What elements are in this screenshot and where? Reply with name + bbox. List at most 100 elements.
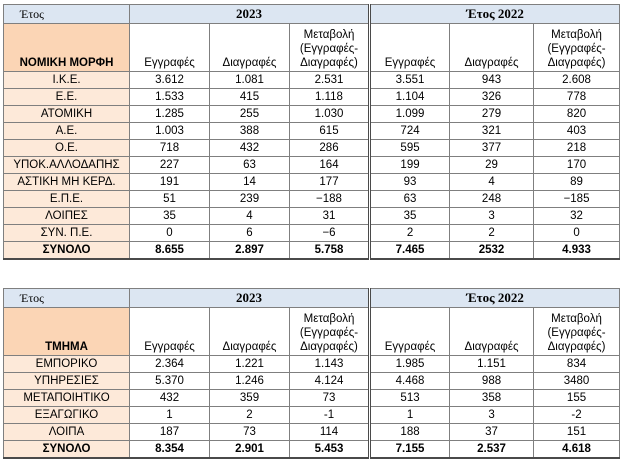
row-value: 35: [129, 207, 210, 225]
table-body: Έτος 2023 Έτος 2022 ΝΟΜΙΚΗ ΜΟΡΦΗ Εγγραφές Δια…: [3, 4, 621, 260]
row-value: 32: [533, 207, 621, 225]
total-row: ΣΥΝΟΛΟ 8.354 2.901 5.453 7.155 2.537 4.618: [3, 440, 621, 459]
row-value: 2.364: [129, 355, 210, 373]
row-value: −188: [288, 190, 371, 208]
row-value: 358: [449, 389, 535, 407]
row-name: Ε.Ε.: [3, 88, 130, 106]
column-header: Εγγραφές: [368, 307, 451, 356]
column-header: Μεταβολή (Εγγραφές-Διαγραφές): [288, 23, 371, 72]
row-name: ΕΞΑΓΩΓΙΚΟ: [3, 406, 130, 424]
column-header: Διαγραφές: [209, 307, 290, 356]
row-value: -2: [533, 406, 621, 424]
row-value: 0: [533, 224, 621, 242]
row-value: 255: [209, 105, 290, 123]
row-value: 1.151: [449, 355, 535, 373]
table-row: ΕΜΠΟΡΙΚΟ 2.364 1.221 1.143 1.985 1.151 834: [3, 355, 621, 373]
table-row: ΥΠΗΡΕΣΙΕΣ 5.370 1.246 4.124 4.468 988 3480: [3, 372, 621, 390]
row-value: 239: [209, 190, 290, 208]
column-header: Μεταβολή (Εγγραφές-Διαγραφές): [288, 307, 371, 356]
total-value: 8.354: [129, 440, 210, 459]
column-header-row: ΤΜΗΜΑ Εγγραφές Διαγραφές Μεταβολή (Εγγραφές…: [3, 307, 621, 356]
table-row: ΜΕΤΑΠΟΙΗΤΙΚΟ 432 359 73 513 358 155: [3, 389, 621, 407]
row-value: 170: [533, 156, 621, 174]
row-value: 5.370: [129, 372, 210, 390]
table-body: Έτος 2023 Έτος 2022 ΤΜΗΜΑ Εγγραφές Διαγραφές Μ…: [3, 288, 621, 459]
row-value: 2.531: [288, 71, 371, 89]
row-value: 1.104: [368, 88, 451, 106]
row-value: 31: [288, 207, 371, 225]
row-value: 177: [288, 173, 371, 191]
row-value: 834: [533, 355, 621, 373]
row-value: 286: [288, 139, 371, 157]
total-value: 7.465: [368, 241, 451, 260]
row-value: 63: [209, 156, 290, 174]
row-value: 1.030: [288, 105, 371, 123]
row-value: 1.081: [209, 71, 290, 89]
total-value: 4.933: [533, 241, 621, 260]
table-row: Ε.Π.Ε. 51 239 −188 63 248 −185: [3, 190, 621, 208]
row-value: 3: [449, 207, 535, 225]
row-value: 0: [129, 224, 210, 242]
column-header-row: ΝΟΜΙΚΗ ΜΟΡΦΗ Εγγραφές Διαγραφές Μεταβολή (Ε…: [3, 23, 621, 72]
row-value: 2: [368, 224, 451, 242]
column-header: Διαγραφές: [449, 307, 535, 356]
row-value: 595: [368, 139, 451, 157]
row-value: 988: [449, 372, 535, 390]
department-table: Έτος 2023 Έτος 2022 ΤΜΗΜΑ Εγγραφές Διαγραφές Μ…: [3, 288, 621, 459]
row-name: Α.Ε.: [3, 122, 130, 140]
row-value: 1.118: [288, 88, 371, 106]
row-name: ΣΥΝ. Π.Ε.: [3, 224, 130, 242]
total-value: 7.155: [368, 440, 451, 459]
table-row: ΕΞΑΓΩΓΙΚΟ 1 2 -1 1 3 -2: [3, 406, 621, 424]
row-value: 321: [449, 122, 535, 140]
row-value: 89: [533, 173, 621, 191]
row-value: 432: [129, 389, 210, 407]
table-row: ΑΣΤΙΚΗ ΜΗ ΚΕΡΔ. 191 14 177 93 4 89: [3, 173, 621, 191]
row-value: 248: [449, 190, 535, 208]
table-row: ΑΤΟΜΙΚΗ 1.285 255 1.030 1.099 279 820: [3, 105, 621, 123]
row-value: −185: [533, 190, 621, 208]
row-value: 4: [449, 173, 535, 191]
row-value: 2: [449, 224, 535, 242]
table-row: ΣΥΝ. Π.Ε. 0 6 −6 2 2 0: [3, 224, 621, 242]
row-value: 403: [533, 122, 621, 140]
row-value: 615: [288, 122, 371, 140]
row-name: ΕΜΠΟΡΙΚΟ: [3, 355, 130, 373]
row-name: ΥΠΟΚ.ΑΛΛΟΔΑΠΗΣ: [3, 156, 130, 174]
row-value: 3.612: [129, 71, 210, 89]
total-label: ΣΥΝΟΛΟ: [3, 440, 130, 459]
row-value: −6: [288, 224, 371, 242]
row-value: 1.003: [129, 122, 210, 140]
total-value: 5.453: [288, 440, 371, 459]
row-value: 63: [368, 190, 451, 208]
row-value: 73: [288, 389, 371, 407]
row-value: 3480: [533, 372, 621, 390]
row-name: ΥΠΗΡΕΣΙΕΣ: [3, 372, 130, 390]
row-value: 326: [449, 88, 535, 106]
row-value: 778: [533, 88, 621, 106]
year-2023-header: 2023: [128, 288, 371, 308]
total-label: ΣΥΝΟΛΟ: [3, 241, 130, 260]
row-name: Ο.Ε.: [3, 139, 130, 157]
row-value: 4: [209, 207, 290, 225]
column-header: Διαγραφές: [449, 23, 535, 72]
legal-form-table: Έτος 2023 Έτος 2022 ΝΟΜΙΚΗ ΜΟΡΦΗ Εγγραφές Δια…: [3, 4, 621, 260]
row-value: 114: [288, 423, 371, 441]
total-value: 2.897: [209, 241, 290, 260]
column-header: Εγγραφές: [368, 23, 451, 72]
row-value: 188: [368, 423, 451, 441]
row-name: Ι.Κ.Ε.: [3, 71, 130, 89]
row-value: 29: [449, 156, 535, 174]
column-header: Μεταβολή (Εγγραφές-Διαγραφές): [533, 23, 621, 72]
table-row: ΥΠΟΚ.ΑΛΛΟΔΑΠΗΣ 227 63 164 199 29 170: [3, 156, 621, 174]
total-value: 2.537: [449, 440, 535, 459]
table-row: Ι.Κ.Ε. 3.612 1.081 2.531 3.551 943 2.608: [3, 71, 621, 89]
row-value: 377: [449, 139, 535, 157]
row-value: 93: [368, 173, 451, 191]
row-value: 1.246: [209, 372, 290, 390]
row-value: 820: [533, 105, 621, 123]
row-value: 943: [449, 71, 535, 89]
row-value: 1.985: [368, 355, 451, 373]
total-value: 2.901: [209, 440, 290, 459]
row-value: 51: [129, 190, 210, 208]
